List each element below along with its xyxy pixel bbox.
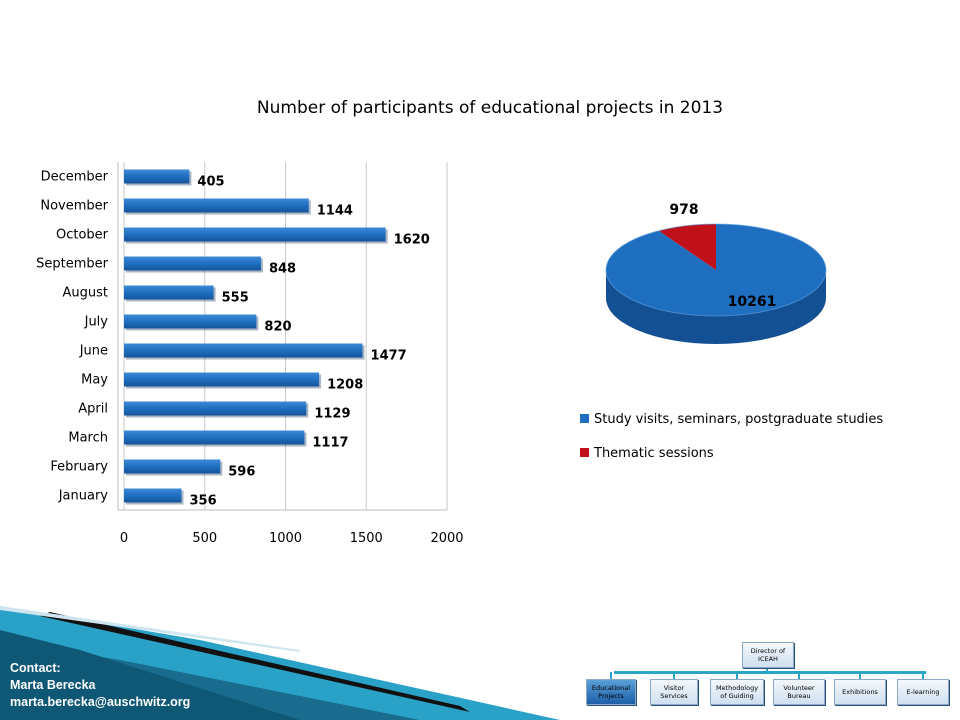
bar-june <box>124 343 363 358</box>
pie-rim <box>605 223 827 317</box>
org-connector <box>610 672 612 680</box>
monthly-bar-chart: 0 500 1000 1500 2000 January 356 February 596 Mar… <box>36 162 464 546</box>
bar-value-label: 1208 <box>327 378 363 393</box>
x-tick-label: 0 <box>120 531 128 546</box>
org-connector <box>766 664 768 673</box>
bar-value-label: 1477 <box>371 349 407 364</box>
org-unit-box: E-learning <box>897 679 949 705</box>
bar-value-label: 848 <box>269 262 296 277</box>
org-unit-box: Methodology of Guiding <box>710 679 764 705</box>
category-label: June <box>79 344 108 359</box>
bar-value-label: 405 <box>197 175 224 190</box>
x-tick-label: 1000 <box>269 531 302 546</box>
org-connector <box>922 672 924 680</box>
category-label: August <box>63 286 109 301</box>
legend-entry: Thematic sessions <box>593 446 714 461</box>
bar-value-label: 1144 <box>317 204 353 219</box>
x-tick-label: 1500 <box>350 531 383 546</box>
bar-august <box>124 285 214 300</box>
category-label: October <box>56 228 109 243</box>
bar-value-label: 1117 <box>312 436 348 451</box>
pie-side <box>606 270 826 344</box>
bar-july <box>124 314 257 329</box>
category-label: September <box>36 257 109 272</box>
contact-block: Contact: Marta Berecka marta.berecka@aus… <box>10 660 190 711</box>
bar-value-label: 1620 <box>394 233 430 248</box>
org-unit-box: Volunteer Bureau <box>773 679 825 705</box>
category-label: February <box>50 460 108 475</box>
bar-october <box>124 227 386 242</box>
bar-value-label: 555 <box>222 291 249 306</box>
category-label: April <box>78 402 108 417</box>
org-connector <box>736 672 738 680</box>
pie-legend: Study visits, seminars, postgraduate stu… <box>580 412 883 461</box>
contact-email: marta.berecka@auschwitz.org <box>10 695 191 709</box>
bar-january <box>124 488 182 503</box>
footer-decoration <box>0 606 560 720</box>
pie-value-label: 10261 <box>728 294 777 310</box>
category-label: July <box>84 315 109 330</box>
org-unit-box: Exhibitions <box>834 679 886 705</box>
contact-name: Marta Berecka <box>10 678 96 692</box>
bar-value-label: 1129 <box>314 407 350 422</box>
org-connector <box>614 671 926 674</box>
bar-value-label: 596 <box>228 465 255 480</box>
pie-slice-study-visits <box>605 224 826 317</box>
pie-value-label: 978 <box>669 202 698 218</box>
pie-slice-thematic-sessions <box>658 224 716 270</box>
bar-march <box>124 430 305 445</box>
legend-swatch <box>580 448 589 457</box>
org-unit-box: Visitor Services <box>650 679 698 705</box>
bar-april <box>124 401 307 416</box>
bar-value-label: 356 <box>189 494 216 509</box>
bar-may <box>124 372 320 387</box>
org-connector <box>859 672 861 680</box>
category-label: May <box>81 373 108 388</box>
bar-november <box>124 198 309 213</box>
contact-heading: Contact: <box>10 661 61 675</box>
x-tick-label: 500 <box>192 531 217 546</box>
category-label: January <box>58 489 109 504</box>
legend-swatch <box>580 414 589 423</box>
org-connector <box>798 672 800 680</box>
legend-entry: Study visits, seminars, postgraduate stu… <box>594 412 883 427</box>
bar-value-label: 820 <box>264 320 291 335</box>
category-label: March <box>68 431 108 446</box>
org-connector <box>673 672 675 680</box>
org-director-box: Director of ICEAH <box>742 642 794 668</box>
page-title: Number of participants of educational pr… <box>256 98 724 118</box>
x-tick-label: 2000 <box>430 531 463 546</box>
category-label: November <box>40 199 108 214</box>
bar-december <box>124 169 190 184</box>
bar-september <box>124 256 261 271</box>
category-label: December <box>41 170 109 185</box>
participants-pie-chart: 10261 978 <box>605 202 827 344</box>
bar-february <box>124 459 221 474</box>
org-unit-box: Educational Projects <box>586 679 636 705</box>
